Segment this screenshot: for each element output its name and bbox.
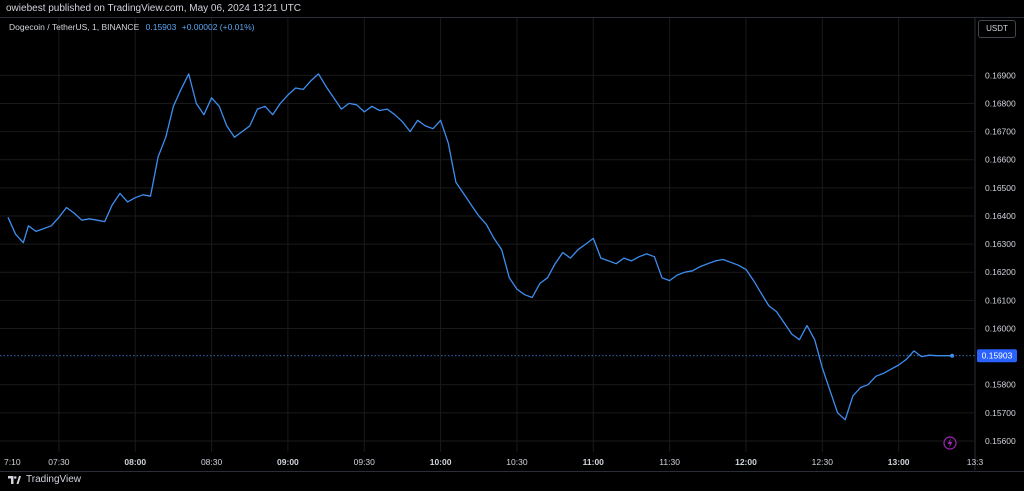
x-tick-label: 10:00 — [430, 457, 452, 467]
y-tick-label: 0.16400 — [985, 211, 1016, 221]
y-tick-label: 0.16800 — [985, 98, 1016, 108]
y-tick-label: 0.16900 — [985, 70, 1016, 80]
x-tick-label: 12:30 — [812, 457, 834, 467]
y-tick-label: 0.15700 — [985, 408, 1016, 418]
price-series-line[interactable] — [7, 73, 953, 421]
y-tick-label: 0.16300 — [985, 239, 1016, 249]
footer-brand-text: TradingView — [26, 474, 82, 485]
y-tick-label: 0.16600 — [985, 155, 1016, 165]
y-tick-label: 0.16000 — [985, 323, 1016, 333]
last-price-dot — [950, 353, 955, 358]
tradingview-logo-icon — [8, 475, 21, 484]
legend-price: 0.15903 — [145, 22, 177, 32]
lightning-bolt-glyph — [947, 438, 953, 448]
x-tick-label: 09:00 — [277, 457, 299, 467]
x-tick-label: 12:00 — [735, 457, 757, 467]
publisher-caption: owiebest published on TradingView.com, M… — [6, 3, 301, 14]
y-tick-label: 0.15600 — [985, 436, 1016, 446]
x-tick-label: 11:30 — [659, 457, 680, 467]
chart-pane[interactable] — [0, 17, 1024, 472]
x-tick-label: 13:3 — [967, 457, 984, 467]
price-tag-box — [977, 349, 1017, 363]
price-tag-label: 0.15903 — [982, 351, 1013, 361]
x-tick-label: 09:30 — [354, 457, 376, 467]
symbol-title: Dogecoin / TetherUS, 1, BINANCE — [9, 22, 140, 32]
y-tick-label: 0.15800 — [985, 380, 1016, 390]
x-tick-label: 7:10 — [4, 457, 21, 467]
legend-change: +0.00002 (+0.01%) — [181, 22, 255, 32]
y-tick-label: 0.16700 — [985, 127, 1016, 137]
x-tick-label: 13:00 — [888, 457, 910, 467]
y-tick-label: 0.16200 — [985, 267, 1016, 277]
x-tick-label: 10:30 — [506, 457, 528, 467]
x-tick-label: 07:30 — [48, 457, 70, 467]
y-tick-label: 0.16100 — [985, 295, 1016, 305]
x-tick-label: 08:30 — [201, 457, 223, 467]
y-tick-label: 0.16500 — [985, 183, 1016, 193]
symbol-legend: Dogecoin / TetherUS, 1, BINANCE 0.15903 … — [9, 22, 255, 32]
lightning-bolt-icon[interactable] — [943, 436, 957, 450]
x-tick-label: 11:00 — [583, 457, 605, 467]
x-tick-label: 08:00 — [124, 457, 146, 467]
currency-selector[interactable]: USDT — [978, 20, 1016, 38]
footer-branding: TradingView — [8, 474, 81, 485]
